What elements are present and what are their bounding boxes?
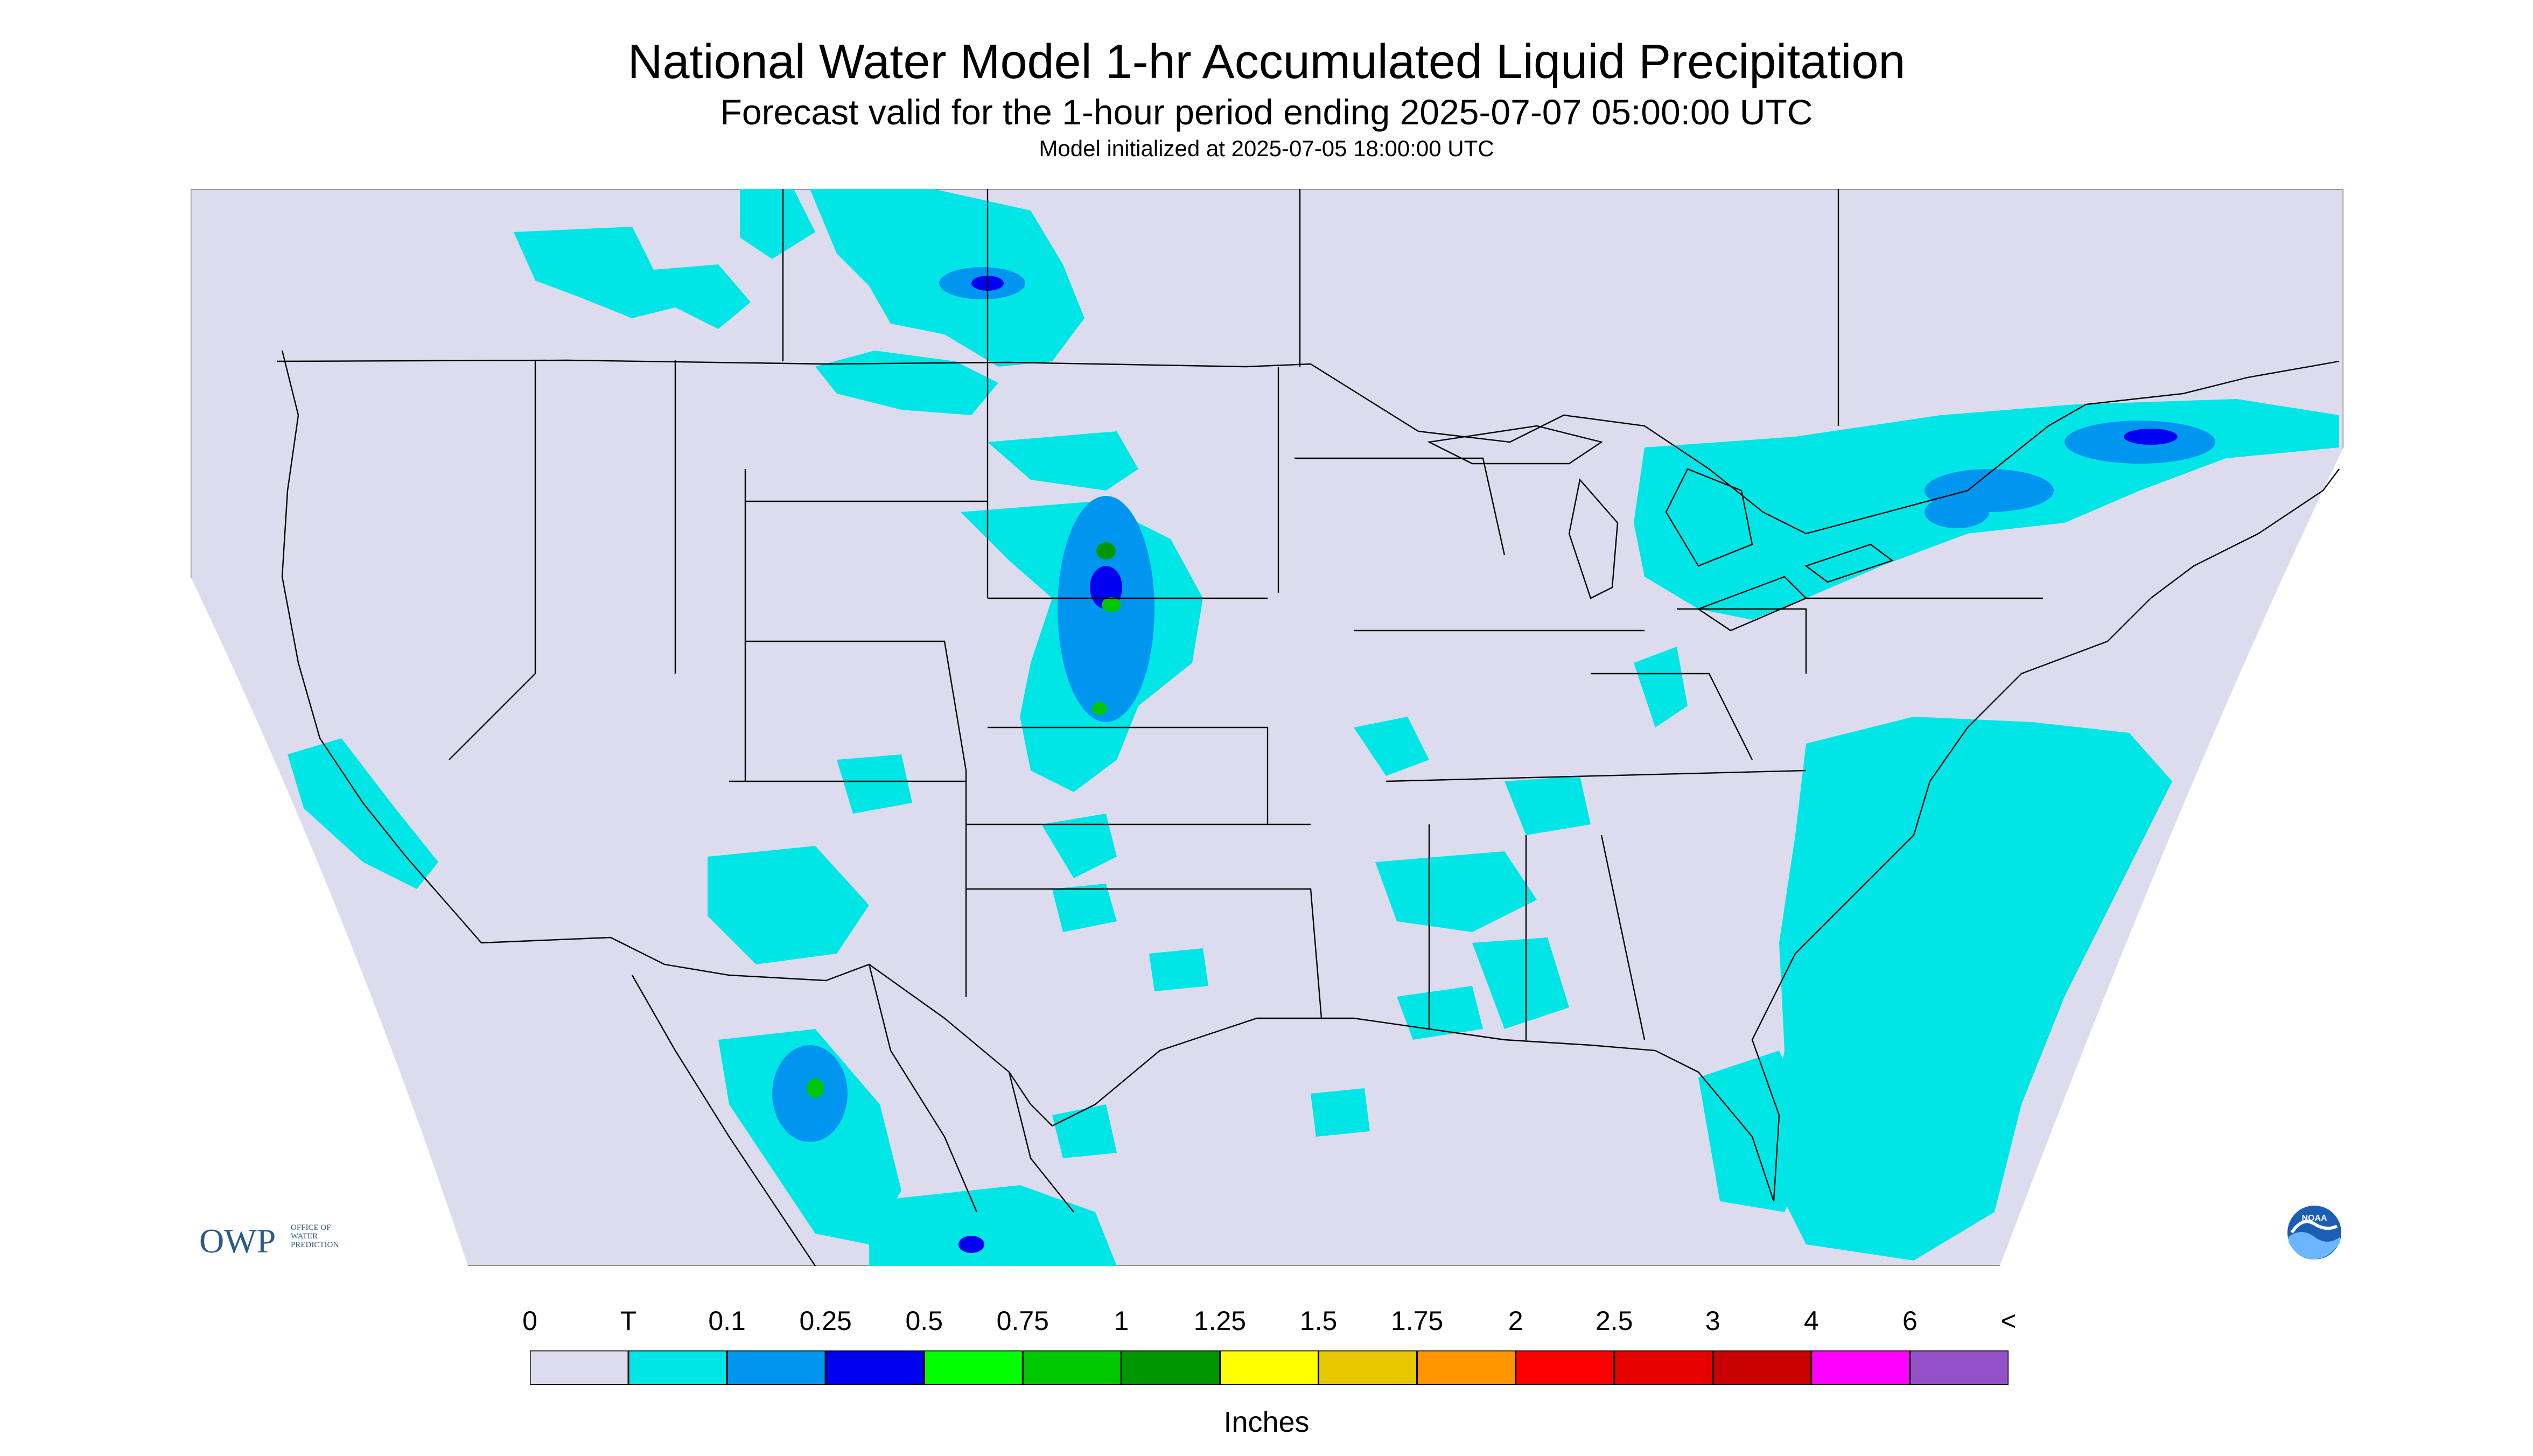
state-line: [1677, 608, 1807, 674]
legend-swatch: [1219, 1350, 1320, 1385]
precip-area: [1634, 647, 1688, 727]
lake-michigan: [1568, 478, 1619, 599]
state-line: [1591, 673, 1753, 760]
legend-tick-label: 4: [1803, 1306, 1819, 1336]
precip-area: [869, 1185, 1117, 1266]
legend-tick-label: 0.75: [996, 1306, 1049, 1336]
lake-superior: [1427, 425, 1603, 465]
state-line: [1600, 835, 1646, 1040]
us-canada-border: [1310, 360, 2340, 535]
precipitation-map: [191, 189, 2343, 1266]
legend-swatch: [1021, 1350, 1122, 1385]
precip-area: [740, 189, 815, 259]
precip-area: [1763, 717, 2172, 1261]
precip-cell: [1096, 542, 1116, 559]
no-data-west: [191, 577, 468, 1266]
legend-swatch: [824, 1350, 925, 1385]
legend-swatch: [1318, 1350, 1418, 1385]
noaa-logo-icon: NOAA: [2287, 1206, 2341, 1259]
precip-area: [837, 754, 912, 814]
precip-area: [1698, 1051, 1817, 1212]
state-and-coast-lines: [276, 189, 2340, 1266]
state-line: [966, 888, 1323, 1019]
us-mexico-border: [481, 936, 1053, 1126]
legend-tick-label: 0.1: [708, 1306, 746, 1336]
state-line: [1295, 457, 1506, 556]
no-data-east: [2000, 447, 2343, 1266]
legend-swatch: [1909, 1350, 2009, 1385]
precip-cell: [807, 1079, 824, 1098]
legend-tick-label: 6: [1902, 1306, 1918, 1336]
heavier-precip-layer: [772, 267, 2215, 1253]
legend-tick-label: 1.75: [1390, 1306, 1444, 1336]
legend-colorbar: [530, 1350, 2009, 1385]
legend-tick-label: <: [2000, 1306, 2017, 1336]
precip-cell: [2124, 429, 2178, 445]
precip-area: [815, 351, 998, 415]
model-init-line: Model initialized at 2025-07-05 18:00:00…: [1039, 136, 1494, 161]
owp-logo-subtext: Office of Water Prediction: [291, 1223, 339, 1249]
legend-tick-label: 1.25: [1193, 1306, 1247, 1336]
mexico-state-line: [1008, 1072, 1074, 1213]
precip-area: [1397, 986, 1483, 1040]
precip-area: [514, 227, 751, 329]
legend-swatch: [1810, 1350, 1911, 1385]
precip-area: [1149, 948, 1208, 991]
noaa-logo-text: NOAA: [2301, 1214, 2327, 1223]
legend-tick-label: 0.25: [799, 1306, 852, 1336]
lake-ontario: [1804, 543, 1894, 583]
precip-area: [288, 738, 438, 889]
precip-area: [1472, 937, 1569, 1029]
legend-swatch: [1416, 1350, 1517, 1385]
map-title: National Water Model 1-hr Accumulated Li…: [627, 35, 1906, 89]
precip-cell: [1102, 597, 1121, 612]
state-line: [449, 360, 536, 760]
atlantic-coastline: [1751, 468, 2340, 1202]
legend-swatch: [1515, 1350, 1615, 1385]
legend-swatch: [923, 1350, 1024, 1385]
precip-area: [1354, 717, 1429, 776]
owp-logo-text: OWP: [199, 1222, 276, 1260]
precip-cell: [1925, 496, 1989, 528]
legend-tick-label: T: [620, 1306, 637, 1336]
gulf-coastline: [1052, 1017, 1775, 1202]
owp-logo: OWP Office of Water Prediction: [199, 1221, 339, 1261]
legend-tick-label: 0: [522, 1306, 537, 1336]
mexico-state-line: [631, 975, 816, 1266]
legend-tick-label: 1: [1114, 1306, 1129, 1336]
legend-tick-label: 1.5: [1299, 1306, 1338, 1336]
precip-area: [1505, 776, 1591, 835]
state-line: [745, 640, 967, 771]
precip-area: [1311, 1088, 1370, 1137]
pacific-coastline: [281, 350, 482, 943]
state-line: [988, 726, 1269, 824]
legend-swatch: [627, 1350, 728, 1385]
legend-swatch: [1712, 1350, 1813, 1385]
legend-swatch: [1120, 1350, 1221, 1385]
legend-swatch: [1613, 1350, 1714, 1385]
precip-cell: [958, 1236, 984, 1253]
lake-huron: [1665, 468, 1753, 567]
legend-tick-label: 2: [1508, 1306, 1523, 1336]
lake-erie: [1697, 576, 1808, 632]
precip-area: [1052, 884, 1117, 932]
legend-tick-label: 2.5: [1595, 1306, 1633, 1336]
precip-cell: [1092, 702, 1107, 715]
legend-tick-label: 0.5: [905, 1306, 943, 1336]
precip-area: [708, 846, 869, 964]
legend-tick-label: 3: [1705, 1306, 1720, 1336]
precip-area: [1041, 814, 1117, 878]
us-canada-border: [276, 359, 1311, 368]
valid-time-subtitle: Forecast valid for the 1-hour period end…: [720, 92, 1813, 132]
mexico-state-line: [868, 964, 978, 1213]
precip-area: [1375, 851, 1537, 932]
precip-area: [988, 431, 1138, 491]
legend-swatch: [530, 1350, 629, 1385]
state-line: [1386, 769, 1807, 782]
legend-swatch: [726, 1350, 827, 1385]
legend-units-label: Inches: [1223, 1406, 1310, 1438]
